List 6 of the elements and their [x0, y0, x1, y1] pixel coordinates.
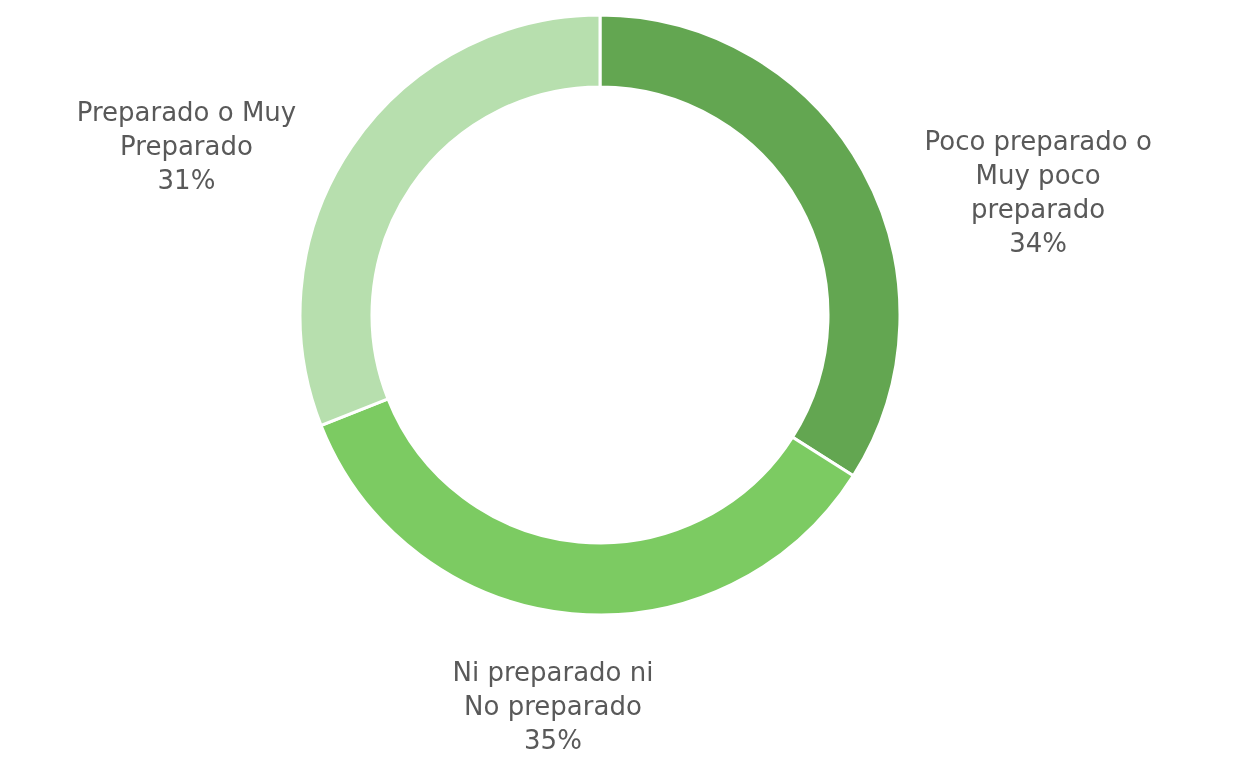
data-label: 34% — [1009, 227, 1068, 258]
slice-label: Ni preparado ni No preparado — [452, 657, 654, 722]
data-label: 31% — [157, 164, 216, 195]
slice-label: Poco preparado o Muy poco preparado — [924, 125, 1152, 224]
data-label: 35% — [524, 725, 582, 756]
slice-label: Preparado o Muy Preparado — [76, 96, 297, 161]
